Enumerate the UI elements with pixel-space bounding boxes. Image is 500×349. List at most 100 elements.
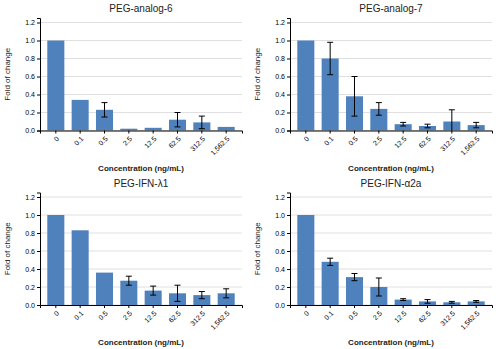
error-bar [473,122,479,127]
error-bar [425,300,431,304]
grid [290,197,492,305]
x-tick-mark [354,305,355,308]
error-bar [175,285,181,301]
x-axis-line [291,306,493,309]
x-tick-label: 0.5 [97,135,109,147]
x-tick-label: 12.5 [393,135,408,150]
y-tick: 0.8 [25,55,40,62]
grid-line [290,215,492,216]
grid-line [40,287,242,288]
y-tick: 0.0 [275,127,290,134]
y-axis-title: Fold of change [3,47,12,100]
y-tick-label: 1.0 [25,212,35,219]
x-tick-label: 2.5 [121,135,133,147]
x-axis-title: Concentration (ng/mL) [348,338,434,347]
x-tick-mark [226,305,227,308]
y-tick: 1.2 [25,194,40,201]
error-bar [126,276,132,285]
x-axis: 00.10.52.512.562.5312.51,562.5 [41,305,243,331]
y-tick-label: 1.0 [25,37,35,44]
y-tick-label: 1.2 [275,194,285,201]
grid-line [290,94,492,95]
x-axis-title: Concentration (ng/mL) [98,164,184,173]
y-tick-label: 0.6 [275,73,285,80]
error-bar [175,113,181,127]
x-tick-label: 12.5 [393,309,408,324]
y-tick: 1.2 [275,194,290,201]
error-bar [199,292,205,299]
x-tick-label: 312.5 [439,135,456,152]
x-tick-mark [55,305,56,308]
marks [297,215,484,305]
marks [297,41,484,131]
grid-line [40,22,242,23]
plot-area: 0.00.20.40.60.81.01.200.10.52.512.562.53… [25,19,242,157]
error-bar [449,301,455,303]
subplot-title: PEG-IFN-λ1 [114,178,169,189]
x-tick: 12.5 [143,305,158,324]
x-axis: 00.10.52.512.562.5312.51,562.5 [41,131,243,157]
x-tick: 1,562.5 [459,305,481,331]
y-tick-label: 0.8 [275,55,285,62]
x-tick-label: 0.5 [347,135,359,147]
x-tick-mark [201,131,202,134]
y-tick-mark [287,77,290,78]
x-tick-label: 1,562.5 [209,309,231,331]
y-tick-mark [287,251,290,252]
x-tick-mark [177,305,178,308]
bar [297,41,314,131]
bar [120,129,137,131]
y-tick: 1.0 [25,212,40,219]
grid-line [40,215,242,216]
y-tick-label: 0.8 [275,230,285,237]
x-tick-label: 312.5 [189,135,206,152]
x-tick-mark [104,131,105,134]
x-tick: 1,562.5 [209,305,231,331]
x-tick-mark [451,305,452,308]
x-tick-mark [128,131,129,134]
y-tick: 0.2 [25,284,40,291]
y-tick-mark [287,197,290,198]
y-tick: 1.2 [275,19,290,26]
x-tick-mark [153,131,154,134]
subplot-title: PEG-analog-7 [359,3,423,14]
y-tick-label: 1.2 [25,19,35,26]
x-tick: 12.5 [393,305,408,324]
y-tick: 1.2 [25,19,40,26]
x-axis-title: Concentration (ng/mL) [348,164,434,173]
x-tick-label: 1,562.5 [459,309,481,331]
y-tick: 0.6 [25,73,40,80]
y-tick-mark [287,233,290,234]
y-axis-line [37,19,41,132]
bar [218,127,235,131]
x-tick-mark [451,131,452,134]
x-tick-label: 0.5 [347,309,359,321]
error-bar [400,299,406,301]
y-axis-line [287,193,291,306]
x-tick-mark [305,305,306,308]
x-tick-mark [378,305,379,308]
y-tick: 0.4 [275,266,290,273]
x-tick-label: 0 [303,309,311,317]
y-axis: 0.00.20.40.60.81.01.2 [275,193,290,309]
subplot-title: PEG-IFN-α2a [361,178,422,189]
error-bar [473,301,479,303]
y-tick: 0.8 [25,230,40,237]
grid-line [40,112,242,113]
y-axis: 0.00.20.40.60.81.01.2 [275,19,290,135]
x-tick-mark [476,305,477,308]
y-tick-label: 0.2 [25,284,35,291]
x-tick-mark [177,131,178,134]
x-tick: 1,562.5 [459,131,481,157]
grid [40,197,242,305]
x-tick-mark [80,131,81,134]
bar [72,100,89,131]
y-tick: 0.6 [275,248,290,255]
y-tick-mark [287,23,290,24]
x-tick-mark [305,131,306,134]
x-tick-mark [80,305,81,308]
x-tick-mark [476,131,477,134]
x-tick-label: 62.5 [167,135,182,150]
x-tick: 2.5 [371,305,383,321]
x-tick-label: 0 [53,135,61,143]
